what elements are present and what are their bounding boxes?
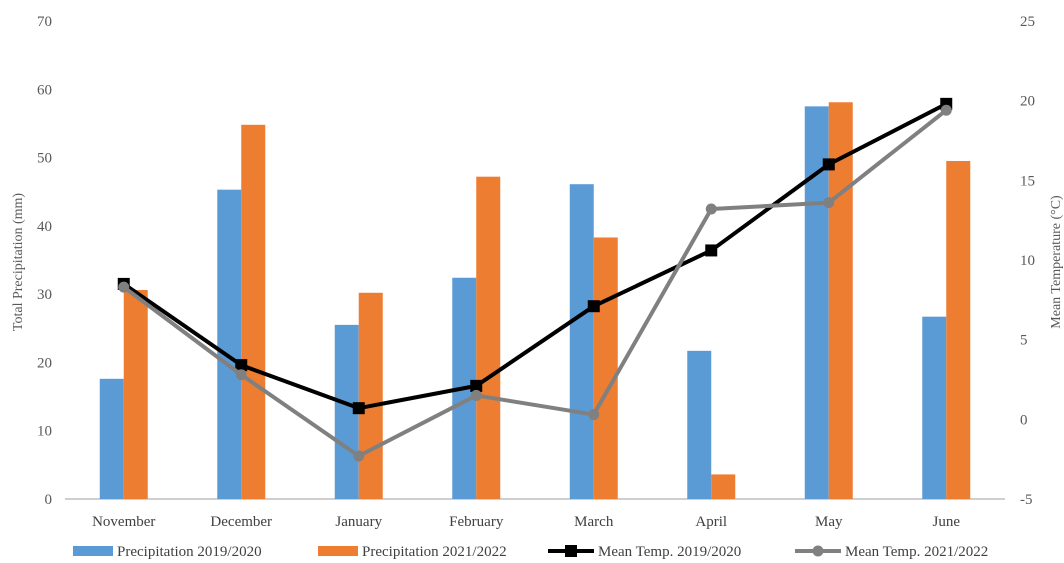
bar-precipitation-2019-2020-0 (99, 378, 124, 499)
left-tick-label: 50 (37, 151, 52, 167)
line-mean-temp-2021-2022 (122, 108, 948, 458)
line-mean-temp-2019-2020 (122, 102, 948, 411)
bar-precipitation-2019-2020-7 (922, 316, 947, 499)
bar-precipitation-2021-2022-0 (123, 290, 148, 499)
marker-circle-4 (588, 409, 600, 421)
left-tick-label: 70 (37, 14, 52, 30)
marker-circle-1 (235, 369, 247, 381)
left-axis-ticks: 0 10 20 30 40 50 60 70 (37, 14, 52, 508)
legend: Precipitation 2019/2020 Precipitation 202… (73, 544, 988, 560)
bar-precipitation-2021-2022-1 (241, 124, 266, 500)
legend-label: Precipitation 2021/2022 (362, 544, 507, 560)
marker-square-4 (587, 300, 600, 313)
marker-square-2 (352, 402, 365, 415)
right-tick-label: 25 (1020, 14, 1035, 30)
left-tick-label: 10 (37, 424, 52, 440)
legend-marker-circle (812, 545, 824, 557)
category-labels: November December January February March Apri… (92, 514, 960, 530)
bars-group (99, 102, 971, 500)
legend-label: Precipitation 2019/2020 (117, 544, 262, 560)
bar-precipitation-2021-2022-4 (593, 237, 618, 500)
right-tick-label: 20 (1020, 94, 1035, 110)
category-label: December (210, 514, 272, 530)
right-tick-label: -5 (1020, 492, 1033, 508)
marker-circle-5 (705, 203, 717, 215)
marker-circle-6 (823, 197, 835, 209)
right-tick-label: 15 (1020, 173, 1035, 189)
marker-square-1 (235, 359, 248, 372)
legend-marker-square (565, 545, 577, 557)
marker-square-6 (822, 158, 835, 171)
marker-square-3 (470, 379, 483, 392)
bar-precipitation-2019-2020-5 (687, 350, 712, 499)
marker-circle-0 (118, 281, 130, 293)
marker-square-5 (705, 244, 718, 257)
category-label: June (933, 514, 961, 530)
legend-label: Mean Temp. 2021/2022 (845, 544, 988, 560)
bar-precipitation-2021-2022-2 (358, 292, 383, 499)
left-tick-label: 40 (37, 219, 52, 235)
category-label: April (695, 514, 727, 530)
category-label: March (574, 514, 614, 530)
right-axis-ticks: -5 0 5 10 15 20 25 (1020, 14, 1035, 508)
left-axis-title: Total Precipitation (mm) (11, 193, 26, 332)
legend-label: Mean Temp. 2019/2020 (598, 544, 741, 560)
left-tick-label: 30 (37, 287, 52, 303)
category-label: May (815, 514, 843, 530)
left-tick-label: 60 (37, 82, 52, 98)
marker-circle-3 (470, 389, 482, 401)
bar-precipitation-2019-2020-1 (217, 189, 242, 499)
category-label: January (335, 514, 382, 530)
bar-precipitation-2021-2022-7 (946, 160, 971, 499)
right-axis-title: Mean Temperature (°C) (1049, 195, 1064, 329)
legend-swatch (73, 546, 113, 556)
left-tick-label: 0 (45, 492, 53, 508)
category-label: November (92, 514, 155, 530)
right-tick-label: 10 (1020, 253, 1035, 269)
lines-group (117, 97, 953, 462)
bar-precipitation-2021-2022-3 (476, 176, 501, 500)
right-tick-label: 0 (1020, 412, 1028, 428)
bar-precipitation-2019-2020-4 (569, 184, 594, 499)
marker-circle-7 (940, 104, 952, 116)
bar-precipitation-2021-2022-5 (711, 474, 736, 499)
legend-swatch (318, 546, 358, 556)
left-tick-label: 20 (37, 355, 52, 371)
marker-circle-2 (353, 450, 365, 462)
right-tick-label: 5 (1020, 333, 1028, 349)
category-label: February (449, 514, 504, 530)
